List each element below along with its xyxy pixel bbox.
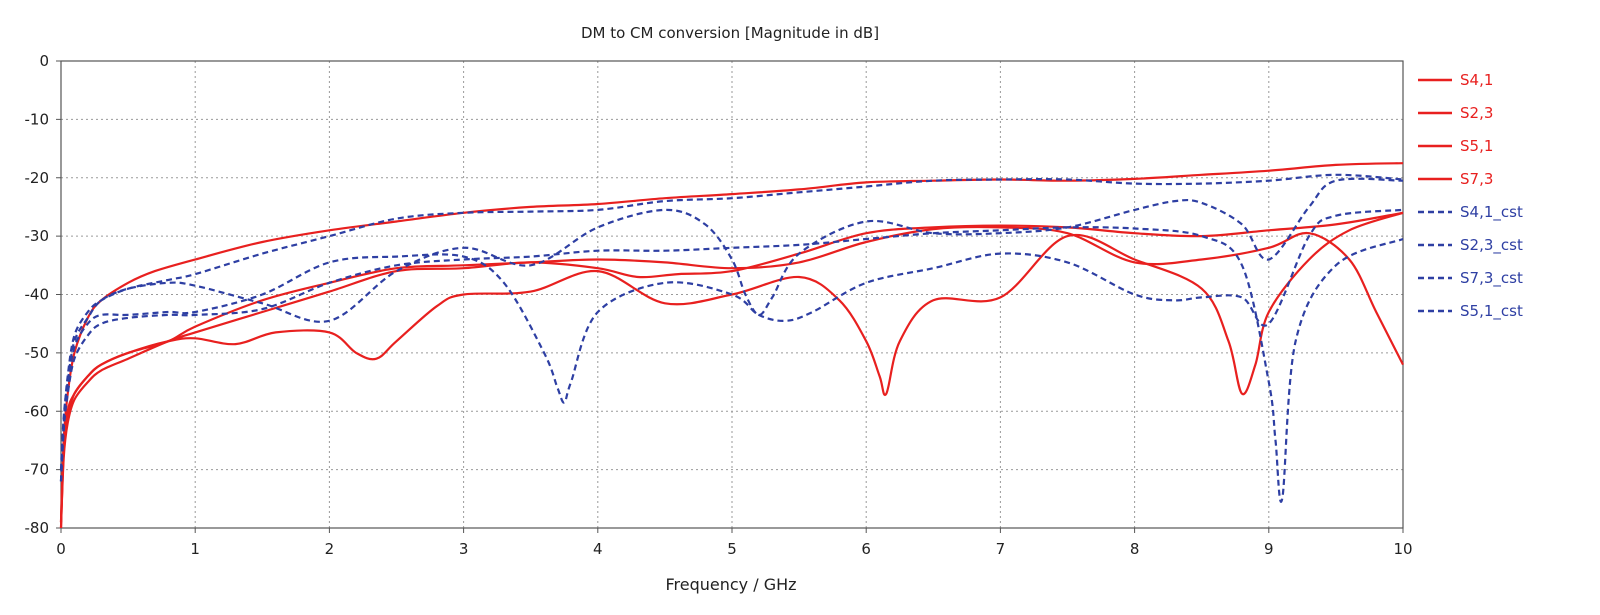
legend-label: S2,3 xyxy=(1460,104,1493,122)
series-line-7 xyxy=(59,177,1404,470)
series-line-8 xyxy=(59,208,1404,482)
y-tick-label: -40 xyxy=(25,286,50,304)
legend-label: S5,1_cst xyxy=(1460,302,1523,321)
x-tick-label: 3 xyxy=(459,540,469,558)
x-tick-label: 4 xyxy=(593,540,603,558)
x-tick-label: 6 xyxy=(861,540,871,558)
y-tick-label: -60 xyxy=(25,402,50,420)
legend-label: S4,1_cst xyxy=(1460,203,1523,222)
x-tick-label: 8 xyxy=(1130,540,1140,558)
legend-label: S7,3_cst xyxy=(1460,269,1523,288)
x-tick-label: 10 xyxy=(1393,540,1412,558)
y-tick-label: -80 xyxy=(25,519,50,537)
x-tick-label: 5 xyxy=(727,540,737,558)
y-tick-label: -70 xyxy=(25,461,50,479)
legend: S4,1 S2,3 S5,1 S7,3 S4,1_cst S2,3_cst S7,3_cst… xyxy=(1418,71,1523,321)
series-line-4 xyxy=(59,225,1404,529)
y-tick-label: -10 xyxy=(25,110,50,128)
x-axis-label: Frequency / GHz xyxy=(665,575,796,594)
legend-label: S5,1 xyxy=(1460,137,1493,155)
series-line-2 xyxy=(59,211,1404,529)
chart-title: DM to CM conversion [Magnitude in dB] xyxy=(581,24,879,42)
series-line-1 xyxy=(59,162,1404,523)
y-tick-label: -20 xyxy=(25,169,50,187)
series-line-5 xyxy=(59,173,1404,482)
x-tick-label: 9 xyxy=(1264,540,1274,558)
legend-label: S2,3_cst xyxy=(1460,236,1523,255)
legend-label: S4,1 xyxy=(1460,71,1493,89)
y-tick-label: 0 xyxy=(39,52,49,70)
y-tick-label: -30 xyxy=(25,227,50,245)
y-tick-label: -50 xyxy=(25,344,50,362)
x-tick-label: 7 xyxy=(996,540,1006,558)
x-tick-labels: 0 1 2 3 4 5 6 7 8 9 10 xyxy=(56,528,1413,558)
x-tick-label: 1 xyxy=(190,540,200,558)
legend-label: S7,3 xyxy=(1460,170,1493,188)
x-tick-label: 2 xyxy=(325,540,335,558)
x-tick-label: 0 xyxy=(56,540,66,558)
series-lines xyxy=(59,162,1404,529)
y-tick-labels: 0 -10 -20 -30 -40 -50 -60 -70 -80 xyxy=(25,52,61,537)
